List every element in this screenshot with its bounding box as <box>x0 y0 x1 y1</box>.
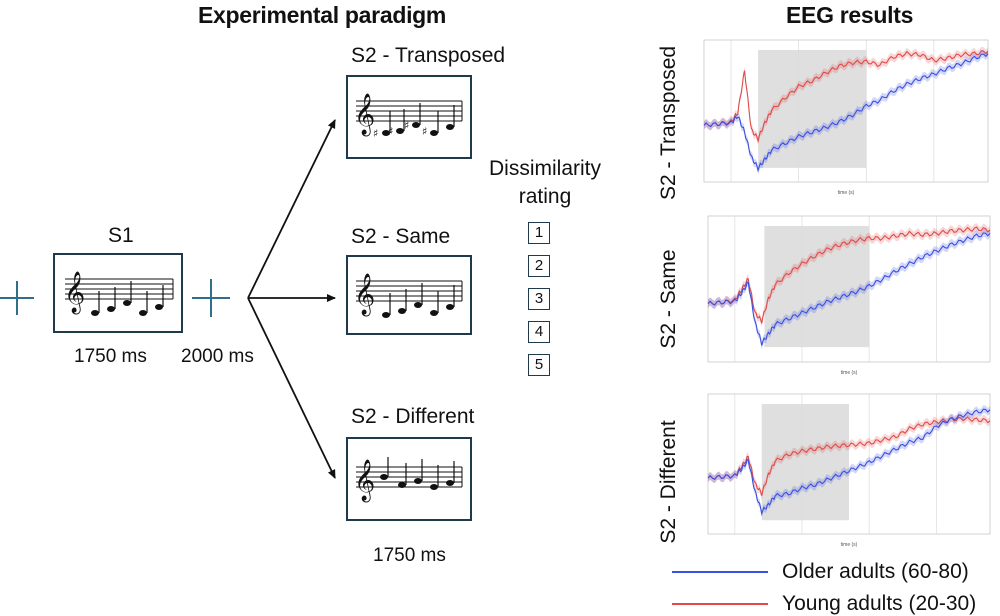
young-error-band <box>708 413 990 500</box>
s2-transposed-label: S2 - Transposed <box>351 44 506 67</box>
svg-text:𝄞: 𝄞 <box>354 273 375 316</box>
s2-same-stimulus: 𝄞 <box>346 255 472 335</box>
s2-different-label: S2 - Different <box>351 405 475 428</box>
eeg-row-label-same: S2 - Same <box>657 249 680 349</box>
eeg-plot-same: time (s) <box>707 215 991 376</box>
rating-title-line1: Dissimilarity <box>489 157 601 180</box>
older-error-band <box>704 49 988 175</box>
young-error-band <box>704 46 988 145</box>
analysis-window <box>761 404 849 521</box>
s2-transposed-score-icon: 𝄞 ♯ ♯ ♯ ♯ <box>354 93 463 140</box>
eeg-row-label-transposed: S2 - Transposed <box>657 45 680 200</box>
s2-different-stimulus: 𝄞 <box>346 437 472 521</box>
older-series-line <box>707 232 991 346</box>
isi-duration: 2000 ms <box>181 346 254 367</box>
eeg-plot-transposed: time (s) <box>703 39 989 196</box>
eeg-row-label-different: S2 - Different <box>657 420 680 544</box>
svg-text:♯: ♯ <box>373 127 378 140</box>
rating-option-1[interactable]: 1 <box>528 222 550 244</box>
s1-label: S1 <box>108 224 134 247</box>
fixation-cross-right-icon <box>192 279 230 317</box>
svg-text:𝄞: 𝄞 <box>354 93 375 136</box>
x-axis-label: time (s) <box>841 542 858 548</box>
arrow-to-transposed <box>247 119 336 299</box>
s2-same-score-icon: 𝄞 <box>354 273 463 318</box>
heading-eeg-results: EEG results <box>786 2 914 28</box>
analysis-window <box>764 226 870 348</box>
older-series-line <box>707 408 991 516</box>
s2-transposed-stimulus: 𝄞 ♯ ♯ ♯ ♯ <box>346 75 472 159</box>
x-axis-label: time (s) <box>838 190 855 196</box>
legend-young-text: Young adults (20-30) <box>782 592 977 615</box>
svg-text:♯: ♯ <box>422 125 427 138</box>
s2-duration: 1750 ms <box>373 545 446 566</box>
young-series-line <box>703 50 989 144</box>
svg-text:𝄞: 𝄞 <box>64 271 85 314</box>
svg-text:𝄞: 𝄞 <box>354 459 375 502</box>
legend-older-swatch <box>672 571 768 573</box>
rating-option-3[interactable]: 3 <box>528 288 550 310</box>
young-series-line <box>707 416 991 496</box>
s1-duration: 1750 ms <box>74 346 147 367</box>
svg-text:♯: ♯ <box>404 119 409 132</box>
older-series-line <box>703 53 989 173</box>
rating-option-5[interactable]: 5 <box>528 354 550 376</box>
s2-same-label: S2 - Same <box>351 225 451 248</box>
rating-option-2[interactable]: 2 <box>528 255 550 277</box>
heading-experimental-paradigm: Experimental paradigm <box>198 2 447 28</box>
x-axis-label: time (s) <box>841 370 858 376</box>
legend-older: Older adults (60-80) <box>672 560 969 584</box>
rating-title-line2: rating <box>518 185 572 208</box>
eeg-plot-different: time (s) <box>707 393 991 548</box>
legend-young: Young adults (20-30) <box>672 592 976 616</box>
arrow-to-different <box>247 297 336 479</box>
svg-text:♯: ♯ <box>388 125 393 138</box>
legend-young-swatch <box>672 603 768 605</box>
s2-different-score-icon: 𝄞 <box>354 457 463 502</box>
legend-older-text: Older adults (60-80) <box>782 560 969 583</box>
older-error-band <box>708 228 990 350</box>
fixation-cross-left-icon <box>0 281 34 315</box>
paradigm-graphics <box>0 119 336 479</box>
s1-score-icon: 𝄞 <box>64 271 174 316</box>
young-series-line <box>707 226 991 324</box>
s1-stimulus: 𝄞 <box>53 253 183 333</box>
rating-option-4[interactable]: 4 <box>528 321 550 343</box>
